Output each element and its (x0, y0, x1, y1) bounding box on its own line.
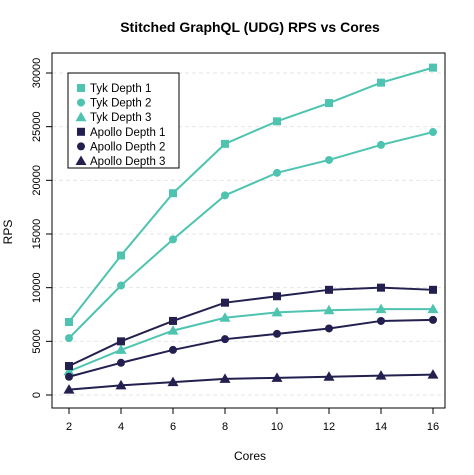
data-point (221, 335, 229, 344)
series-line (68, 308, 433, 373)
y-tick-label: 25000 (31, 111, 43, 142)
x-tick-label: 4 (118, 421, 124, 433)
data-point (117, 358, 125, 367)
legend-box (67, 72, 180, 169)
data-point (65, 334, 73, 343)
legend-label: Tyk Depth 3 (90, 112, 151, 124)
y-axis: 0 5000 10000 15000 20000 25000 30000 (31, 58, 52, 398)
series-line (68, 373, 434, 391)
y-tick-label: 15000 (31, 219, 43, 250)
data-point (271, 372, 283, 382)
x-tick-label: 16 (427, 421, 439, 433)
data-point (169, 235, 177, 244)
data-point (325, 285, 333, 294)
data-point (375, 370, 387, 380)
data-point (169, 345, 177, 354)
legend-marker (77, 127, 85, 136)
series-line (68, 131, 434, 339)
y-axis-label: RPS (1, 220, 15, 245)
data-point (325, 155, 333, 164)
data-point (429, 128, 437, 137)
data-point (169, 316, 177, 325)
y-tick-label: 20000 (31, 165, 43, 196)
data-point (273, 329, 281, 338)
data-point (377, 140, 385, 149)
series-4 (65, 315, 437, 381)
data-point (169, 189, 177, 198)
data-point (427, 369, 439, 379)
legend-marker (75, 111, 87, 122)
data-point (427, 303, 439, 314)
series-3 (65, 283, 437, 371)
data-point (273, 292, 281, 301)
x-tick-label: 12 (323, 421, 335, 433)
data-point (377, 283, 385, 292)
data-point (429, 63, 437, 72)
data-point (63, 365, 75, 376)
legend-label: Tyk Depth 1 (90, 83, 151, 95)
data-point (271, 306, 283, 317)
series-1 (65, 128, 437, 343)
data-point (167, 325, 179, 335)
data-point (65, 362, 73, 371)
data-point (377, 316, 385, 325)
data-point (65, 372, 73, 381)
legend-label: Apollo Depth 2 (90, 141, 165, 153)
legend: Tyk Depth 1 Tyk Depth 2 Tyk Depth 3 Apollo … (67, 72, 180, 169)
data-point (219, 373, 231, 383)
series-line (68, 66, 434, 323)
data-point (115, 379, 127, 390)
legend-label: Tyk Depth 2 (90, 98, 151, 110)
x-axis-label: Cores (234, 449, 266, 463)
data-point (115, 344, 127, 354)
data-point (375, 303, 387, 314)
data-point (377, 78, 385, 87)
data-point (117, 337, 125, 346)
x-tick-label: 8 (222, 421, 228, 433)
y-tick-label: 30000 (31, 58, 43, 89)
plot-frame (51, 52, 446, 409)
data-point (325, 324, 333, 333)
data-point (117, 251, 125, 260)
series-5 (63, 369, 439, 394)
data-point (429, 285, 437, 294)
data-point (325, 99, 333, 108)
series-line (68, 318, 434, 378)
legend-marker (77, 98, 85, 107)
x-tick-label: 6 (170, 421, 176, 433)
data-point (273, 168, 281, 177)
data-point (219, 312, 231, 322)
legend-marker (77, 142, 85, 151)
chart-title: Stitched GraphQL (UDG) RPS vs Cores (120, 19, 380, 35)
x-axis: 2 4 6 8 10 12 14 16 (66, 408, 439, 433)
y-tick-label: 0 (31, 392, 43, 398)
x-tick-label: 10 (271, 421, 283, 433)
series-0 (65, 63, 437, 327)
data-point (167, 376, 179, 387)
legend-label: Apollo Depth 1 (90, 127, 165, 139)
legend-label: Apollo Depth 3 (90, 156, 165, 168)
y-tick-label: 10000 (31, 272, 43, 303)
x-tick-label: 14 (375, 421, 387, 433)
y-tick-label: 5000 (31, 329, 43, 353)
data-point (323, 304, 335, 315)
data-point (323, 371, 335, 381)
data-point (221, 191, 229, 200)
legend-marker (77, 84, 85, 92)
data-point (117, 281, 125, 290)
data-point (63, 384, 75, 394)
series-line (68, 286, 434, 367)
x-tick-label: 2 (66, 421, 72, 433)
data-point (65, 318, 73, 327)
series-2 (63, 303, 439, 376)
data-point (429, 315, 437, 324)
data-point (221, 139, 229, 148)
series-layer (63, 63, 439, 394)
data-point (273, 117, 281, 126)
legend-marker (75, 155, 87, 165)
data-point (221, 298, 229, 307)
